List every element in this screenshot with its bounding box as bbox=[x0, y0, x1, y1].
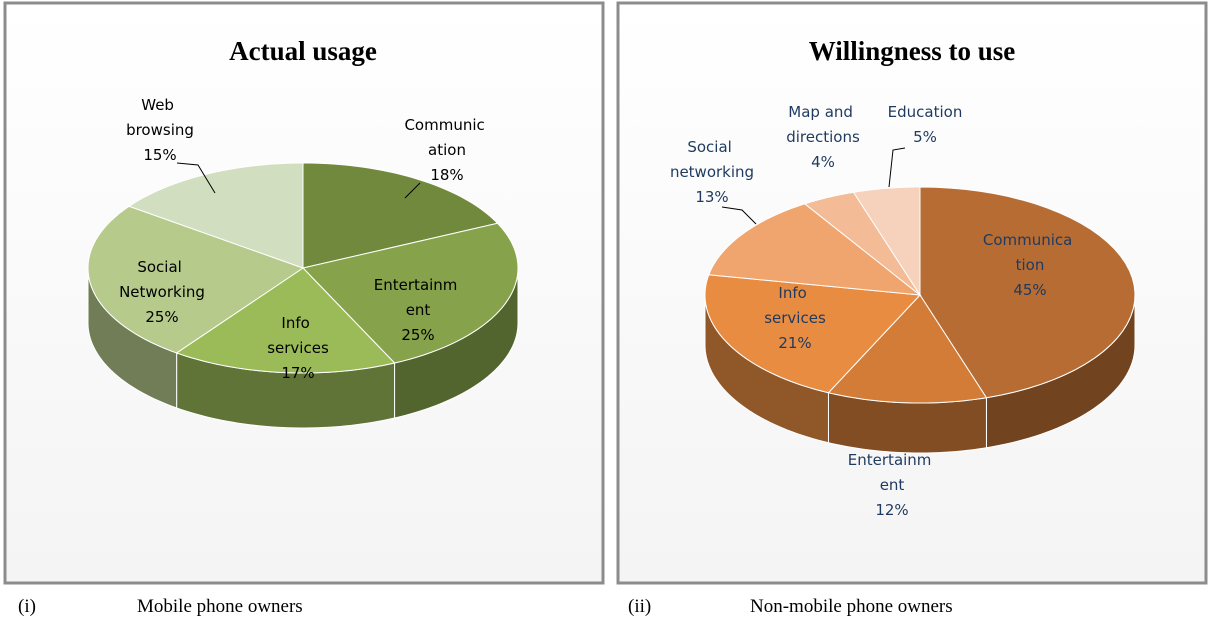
slice-label: Social Networking bbox=[119, 258, 205, 301]
value-label: 15% bbox=[143, 146, 176, 164]
slice-label: Entertainm ent bbox=[374, 276, 462, 319]
caption: Mobile phone owners bbox=[137, 596, 303, 617]
slice-label: Map and directions bbox=[786, 103, 860, 146]
value-label: 12% bbox=[875, 501, 908, 519]
value-label: 45% bbox=[1013, 281, 1046, 299]
slice bbox=[919, 186, 1136, 399]
caption-number: (i) bbox=[18, 596, 36, 617]
caption-number: (ii) bbox=[628, 596, 651, 617]
leader-line bbox=[404, 182, 421, 199]
value-label: 4% bbox=[811, 153, 835, 171]
value-label: 17% bbox=[281, 364, 314, 382]
slice-label: Entertainm ent bbox=[848, 451, 936, 494]
slice bbox=[708, 203, 922, 296]
slice-label: Info services bbox=[267, 314, 329, 357]
value-label: 5% bbox=[913, 128, 937, 146]
slice bbox=[803, 191, 921, 296]
slice bbox=[827, 294, 988, 404]
slice bbox=[87, 205, 305, 354]
value-label: 25% bbox=[401, 326, 434, 344]
chart-title: Willingness to use bbox=[809, 36, 1016, 66]
leader-line bbox=[721, 206, 757, 225]
slice-label: Education bbox=[888, 103, 963, 121]
slice bbox=[302, 162, 499, 269]
slice bbox=[175, 267, 396, 374]
leader-line bbox=[176, 162, 216, 194]
slice-label: Communica tion bbox=[983, 231, 1077, 274]
caption: Non-mobile phone owners bbox=[750, 596, 953, 617]
slice bbox=[704, 274, 922, 394]
slice bbox=[127, 162, 304, 269]
slice-label: Social networking bbox=[670, 138, 754, 181]
slice bbox=[852, 186, 921, 297]
value-label: 18% bbox=[430, 166, 463, 184]
slice-label: Info services bbox=[764, 284, 826, 327]
leader-line bbox=[888, 147, 906, 188]
slice-label: Web browsing bbox=[126, 96, 194, 139]
slice bbox=[302, 222, 519, 364]
chart-title: Actual usage bbox=[229, 36, 377, 66]
slice-label: Communic ation bbox=[404, 116, 489, 159]
value-label: 25% bbox=[145, 308, 178, 326]
value-label: 21% bbox=[778, 334, 811, 352]
value-label: 13% bbox=[695, 188, 728, 206]
